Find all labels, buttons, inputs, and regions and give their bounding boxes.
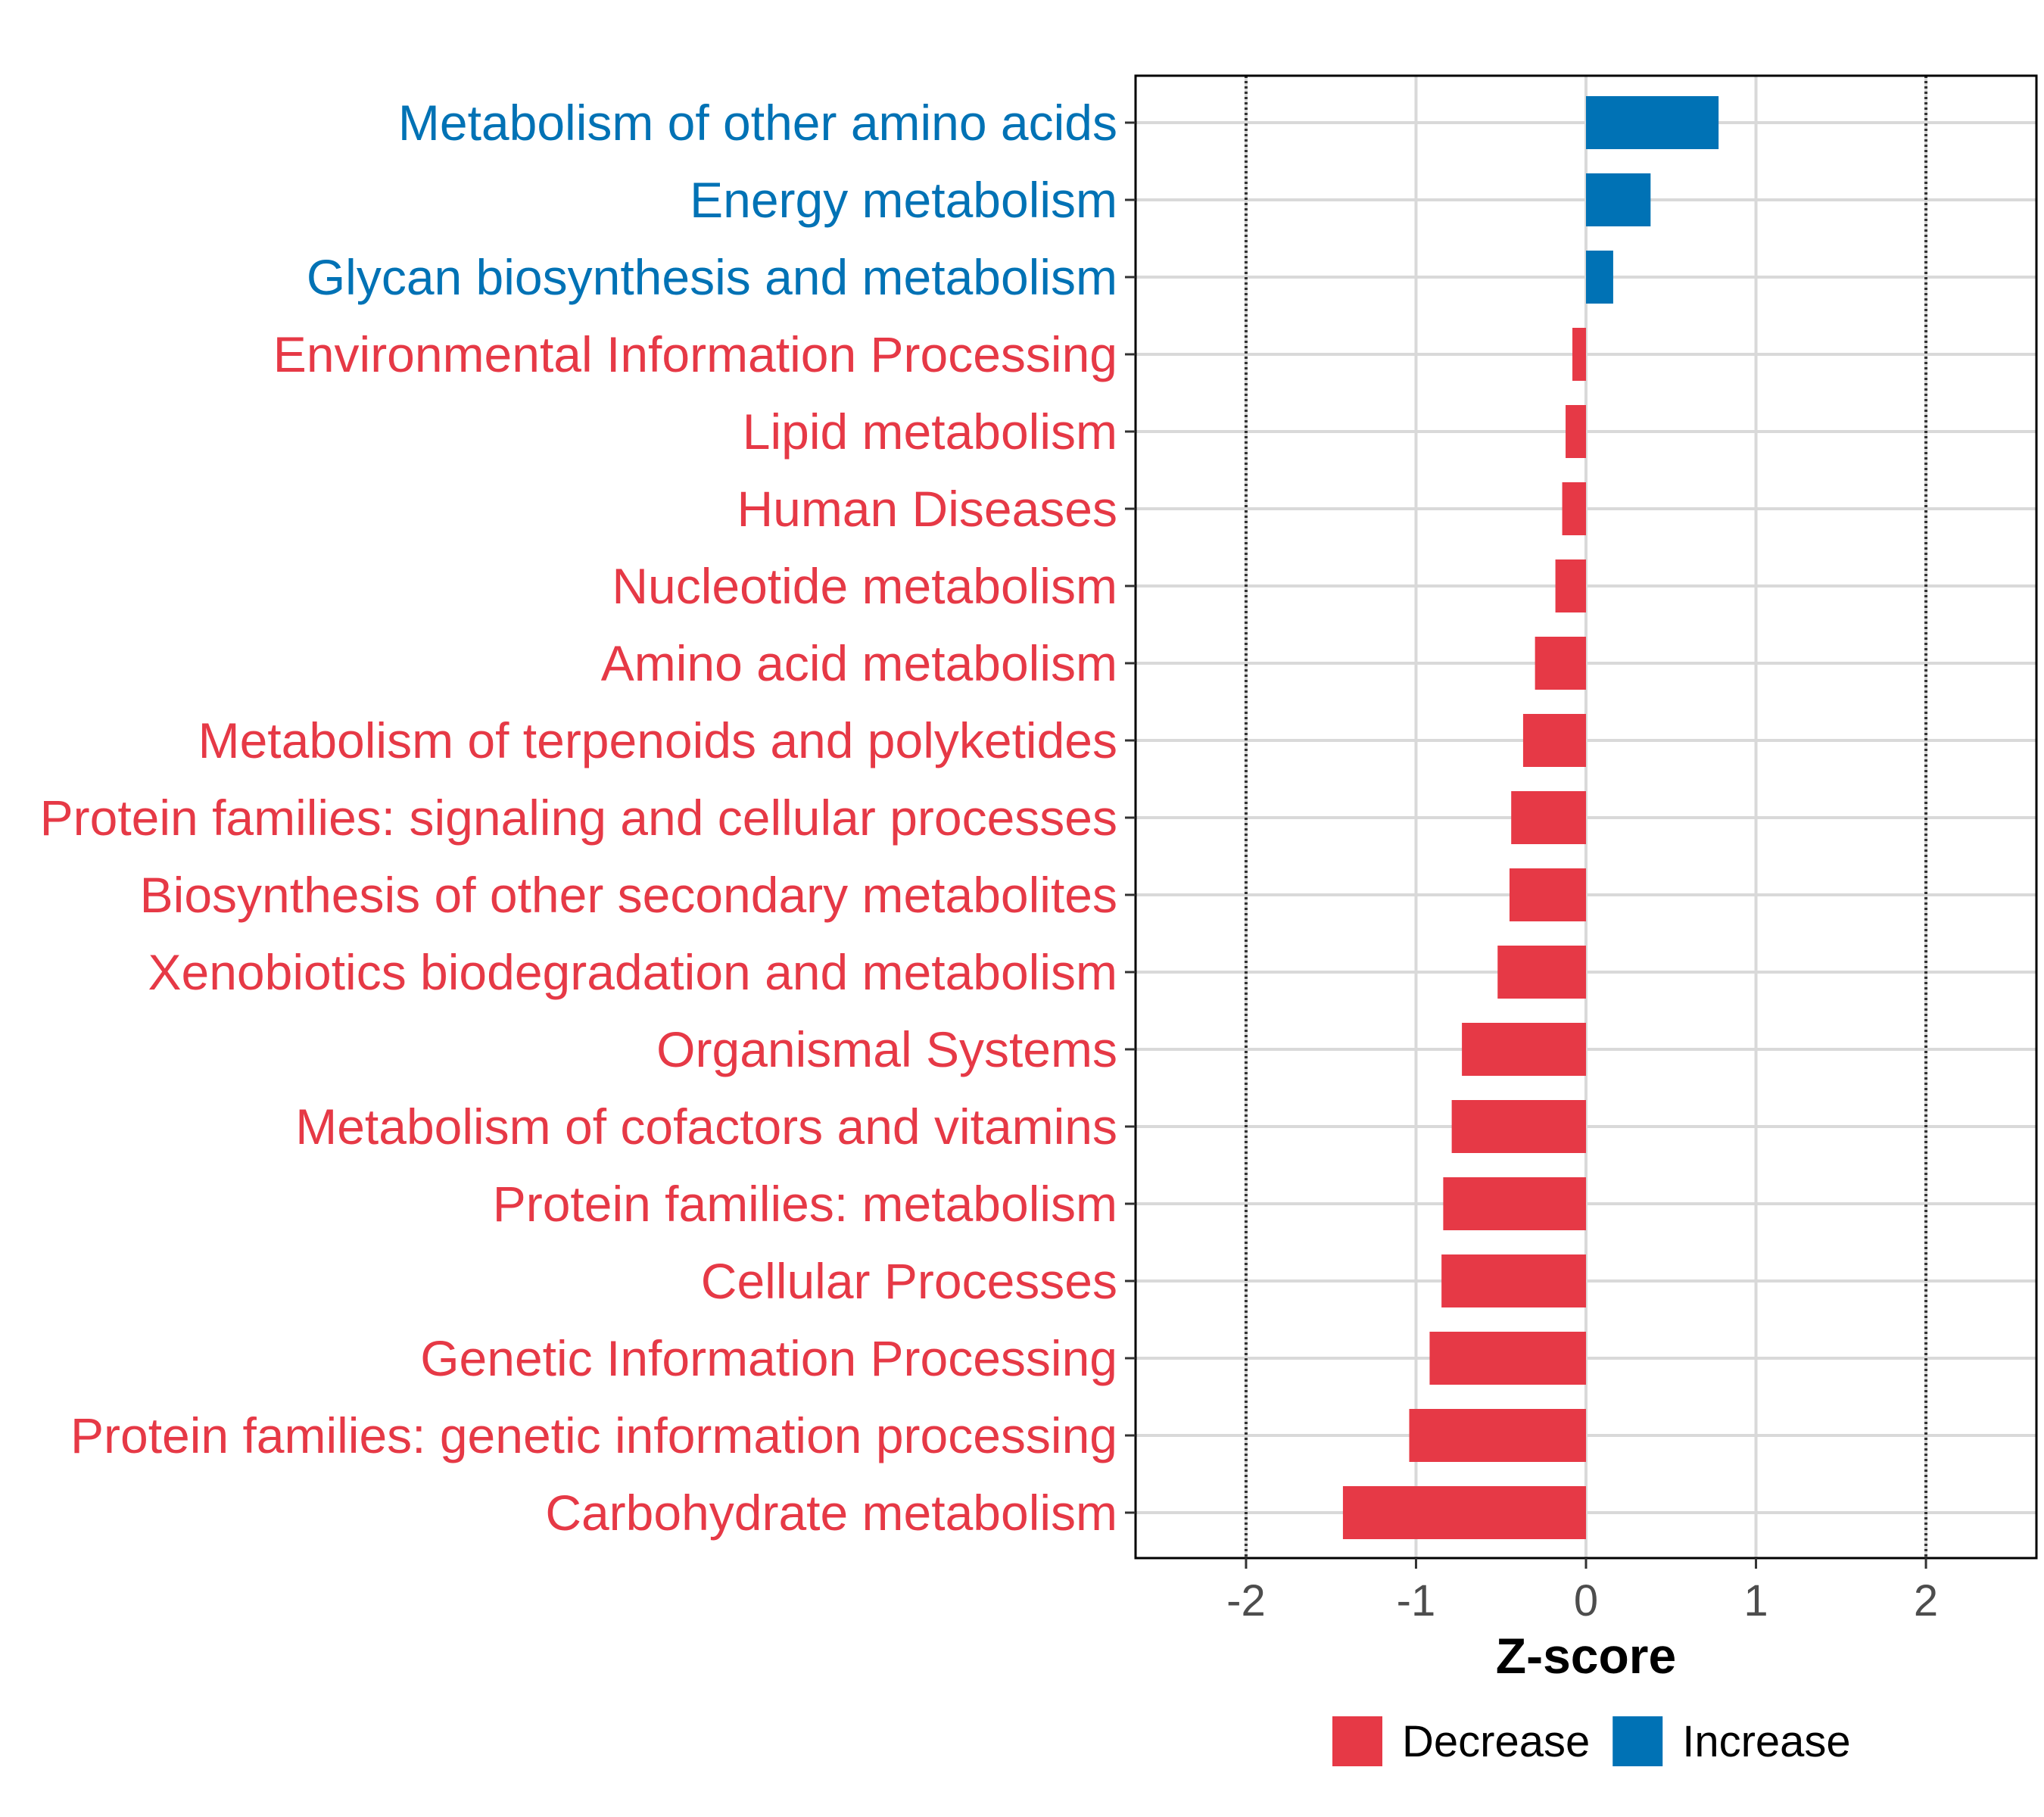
bar <box>1509 868 1586 921</box>
category-label: Human Diseases <box>737 481 1117 537</box>
bar <box>1572 328 1586 381</box>
category-label: Protein families: genetic information pr… <box>70 1407 1117 1463</box>
y-axis-ticks <box>1125 121 1136 1514</box>
category-label: Genetic Information Processing <box>420 1330 1117 1386</box>
category-label: Glycan biosynthesis and metabolism <box>307 249 1117 305</box>
bar <box>1342 1486 1586 1539</box>
legend-swatch <box>1332 1716 1382 1766</box>
bar <box>1462 1023 1586 1076</box>
bars <box>1342 96 1719 1539</box>
x-tick-label: -2 <box>1226 1576 1266 1625</box>
legend-swatch <box>1612 1716 1663 1766</box>
legend: Decrease Increase <box>1332 1716 1851 1766</box>
x-tick-label: -1 <box>1397 1576 1436 1625</box>
bar <box>1555 559 1586 612</box>
x-axis-title: Z-score <box>1496 1628 1676 1684</box>
legend-label: Decrease <box>1402 1717 1590 1766</box>
category-label: Nucleotide metabolism <box>612 558 1117 614</box>
bar <box>1562 482 1586 535</box>
reference-lines <box>1244 76 1928 1558</box>
bar <box>1511 791 1586 844</box>
x-tick-label: 0 <box>1574 1576 1598 1625</box>
category-label: Environmental Information Processing <box>273 326 1117 382</box>
category-label: Amino acid metabolism <box>601 635 1117 691</box>
category-label: Xenobiotics biodegradation and metabolis… <box>148 944 1118 1000</box>
bar <box>1451 1100 1586 1153</box>
y-axis-category-labels: Metabolism of other amino acids Energy me… <box>40 95 1117 1541</box>
bar <box>1535 637 1586 690</box>
category-label: Metabolism of terpenoids and polyketides <box>198 712 1117 768</box>
category-label: Biosynthesis of other secondary metaboli… <box>140 867 1117 923</box>
bar <box>1409 1409 1586 1462</box>
category-label: Cellular Processes <box>701 1253 1117 1309</box>
category-label: Carbohydrate metabolism <box>545 1485 1117 1541</box>
bar <box>1441 1254 1586 1307</box>
category-label: Organismal Systems <box>656 1021 1117 1077</box>
bar <box>1429 1332 1586 1385</box>
x-tick-label: 2 <box>1914 1576 1938 1625</box>
bar <box>1443 1177 1586 1230</box>
bar <box>1497 946 1586 999</box>
x-axis-ticks: -2 -1 0 1 2 <box>1226 1558 1938 1625</box>
bar <box>1586 96 1719 149</box>
legend-label: Increase <box>1682 1717 1850 1766</box>
category-label: Metabolism of cofactors and vitamins <box>295 1099 1117 1155</box>
x-tick-label: 1 <box>1743 1576 1768 1625</box>
category-label: Metabolism of other amino acids <box>398 95 1117 151</box>
category-label: Protein families: signaling and cellular… <box>40 790 1117 846</box>
category-label: Energy metabolism <box>690 172 1117 228</box>
bar <box>1586 173 1651 226</box>
category-label: Protein families: metabolism <box>493 1176 1117 1232</box>
bar <box>1566 405 1586 458</box>
category-label: Lipid metabolism <box>743 404 1117 460</box>
bar <box>1586 251 1613 304</box>
bar <box>1522 714 1586 767</box>
